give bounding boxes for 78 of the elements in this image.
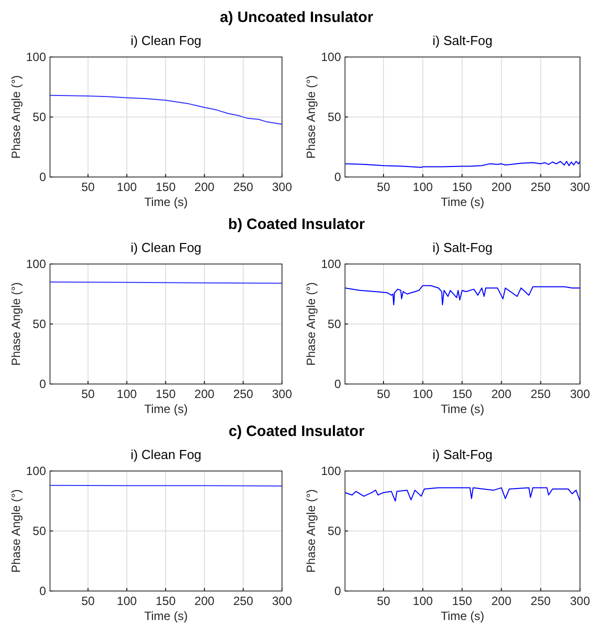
x-axis-title: Time (s)	[144, 402, 188, 416]
y-tick-label: 50	[328, 110, 342, 124]
x-tick-label: 200	[194, 387, 215, 401]
y-axis-title: Phase Angle (°)	[304, 489, 318, 573]
x-tick-label: 300	[570, 180, 590, 194]
y-axis-title: Phase Angle (°)	[9, 75, 23, 159]
y-tick-label: 100	[26, 464, 46, 478]
y-tick-label: 100	[320, 257, 342, 271]
x-tick-label: 100	[116, 180, 138, 194]
y-tick-label: 50	[32, 524, 46, 538]
y-tick-label: 100	[26, 50, 46, 64]
y-tick-label: 0	[39, 170, 46, 184]
chart-title: i) Clean Fog	[130, 240, 202, 255]
x-tick-label: 200	[194, 594, 215, 608]
x-tick-label: 300	[570, 387, 590, 401]
x-tick-label: 300	[570, 594, 590, 608]
x-tick-label: 100	[116, 594, 138, 608]
y-tick-label: 0	[334, 377, 342, 391]
x-tick-label: 150	[156, 180, 176, 194]
text: a) Uncoated Insulator	[220, 9, 374, 26]
y-tick-label: 0	[39, 584, 46, 598]
text: b) Coated Insulator	[228, 216, 365, 233]
x-tick-label: 50	[81, 180, 96, 194]
x-tick-label: 150	[452, 594, 472, 608]
chart-title: i) Salt-Fog	[432, 33, 492, 48]
y-tick-label: 100	[26, 257, 46, 271]
x-tick-label: 300	[272, 387, 292, 401]
y-tick-label: 50	[328, 524, 342, 538]
x-tick-label: 250	[530, 387, 552, 401]
x-tick-label: 50	[376, 594, 391, 608]
y-tick-label: 100	[320, 464, 342, 478]
y-tick-label: 100	[320, 50, 342, 64]
y-axis-title: Phase Angle (°)	[9, 282, 23, 366]
y-tick-label: 50	[32, 317, 46, 331]
x-tick-label: 300	[272, 180, 292, 194]
x-tick-label: 100	[116, 387, 138, 401]
x-tick-label: 50	[376, 180, 391, 194]
x-tick-label: 250	[233, 387, 254, 401]
y-tick-label: 50	[32, 110, 46, 124]
x-axis-title: Time (s)	[440, 195, 484, 209]
x-axis-title: Time (s)	[144, 195, 188, 209]
x-tick-label: 250	[233, 180, 254, 194]
x-tick-label: 250	[530, 594, 552, 608]
x-tick-label: 200	[491, 180, 512, 194]
y-axis-title: Phase Angle (°)	[9, 489, 23, 573]
chart-title: i) Salt-Fog	[432, 447, 492, 462]
x-axis-title: Time (s)	[440, 402, 484, 416]
text: c) Coated Insulator	[228, 423, 365, 440]
x-tick-label: 200	[194, 180, 215, 194]
x-tick-label: 200	[491, 387, 512, 401]
y-axis-title: Phase Angle (°)	[304, 282, 318, 366]
chart-title: i) Clean Fog	[130, 33, 202, 48]
x-tick-label: 150	[452, 387, 472, 401]
chart-title: i) Salt-Fog	[432, 240, 492, 255]
x-tick-label: 100	[412, 180, 434, 194]
x-axis-title: Time (s)	[144, 609, 188, 623]
x-tick-label: 50	[376, 387, 391, 401]
line-series	[344, 285, 580, 306]
y-axis-title: Phase Angle (°)	[304, 75, 318, 159]
x-tick-label: 100	[412, 594, 434, 608]
y-tick-label: 50	[328, 317, 342, 331]
x-tick-label: 50	[81, 594, 96, 608]
y-tick-label: 0	[334, 584, 342, 598]
chart-title: i) Clean Fog	[130, 447, 202, 462]
line-series	[344, 487, 580, 502]
x-tick-label: 150	[156, 594, 176, 608]
x-tick-label: 150	[452, 180, 472, 194]
x-tick-label: 150	[156, 387, 176, 401]
y-tick-label: 0	[39, 377, 46, 391]
x-tick-label: 250	[233, 594, 254, 608]
x-tick-label: 200	[491, 594, 512, 608]
x-axis-title: Time (s)	[440, 609, 484, 623]
x-tick-label: 250	[530, 180, 552, 194]
x-tick-label: 50	[81, 387, 96, 401]
y-tick-label: 0	[334, 170, 342, 184]
x-tick-label: 300	[272, 594, 292, 608]
x-tick-label: 100	[412, 387, 434, 401]
line-series	[50, 94, 282, 125]
